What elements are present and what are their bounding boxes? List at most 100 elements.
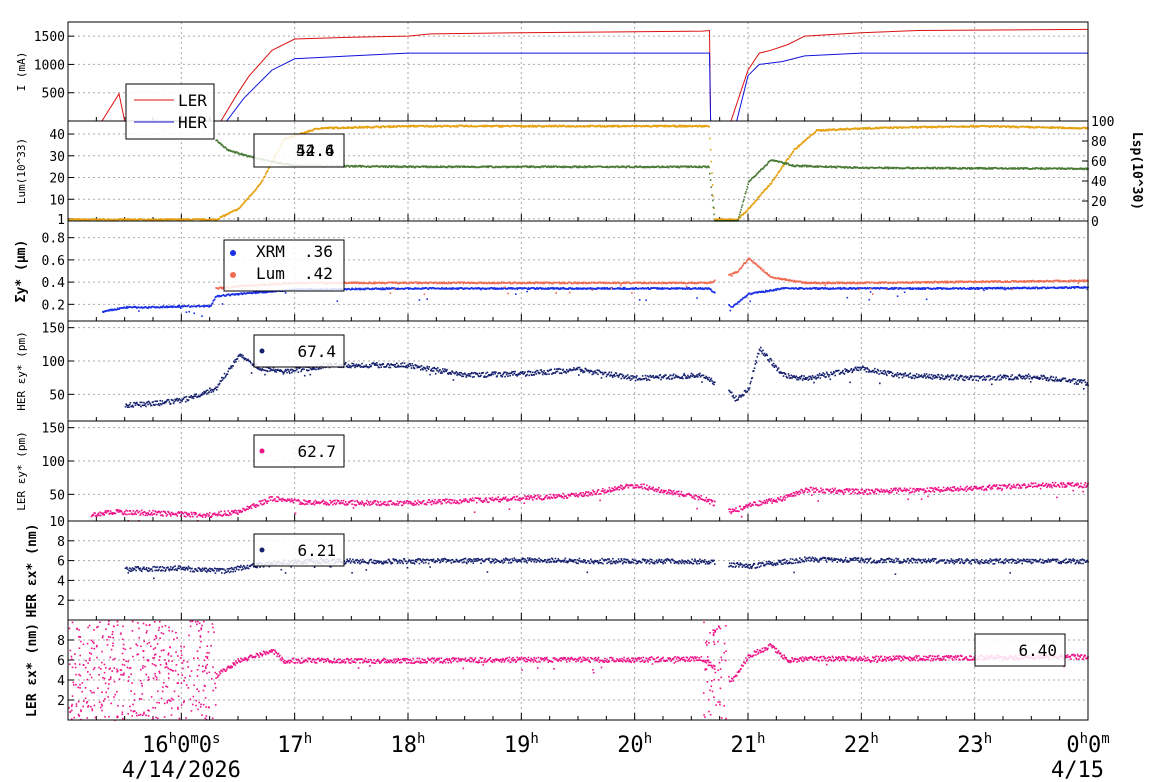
data-point (893, 288, 895, 290)
data-point (520, 124, 523, 127)
data-point (751, 260, 754, 262)
data-point (911, 125, 914, 128)
data-point (702, 287, 704, 289)
data-point (1057, 127, 1060, 130)
data-point (796, 147, 798, 150)
data-point (583, 125, 585, 127)
data-point (590, 287, 592, 289)
data-point (516, 165, 518, 167)
data-point (971, 288, 974, 290)
data-point (932, 168, 934, 170)
data-point (609, 288, 611, 290)
data-point (739, 211, 742, 213)
data-point (79, 218, 81, 220)
data-point (609, 282, 612, 285)
data-point (371, 288, 373, 291)
data-point (427, 166, 429, 169)
data-point (699, 288, 701, 290)
data-point (350, 281, 353, 284)
data-point (606, 287, 608, 289)
data-point (970, 124, 972, 127)
y2-tick-label: 40 (1091, 175, 1107, 190)
data-point (738, 216, 740, 218)
data-point (983, 167, 986, 169)
data-point (698, 165, 700, 167)
data-point (819, 130, 822, 132)
data-point (602, 281, 604, 283)
data-point (1021, 287, 1023, 290)
data-point (612, 281, 614, 284)
data-point (740, 266, 743, 269)
data-point (745, 296, 747, 298)
data-point (970, 287, 972, 289)
data-point (747, 183, 749, 186)
data-point (241, 203, 244, 206)
data-point (364, 288, 366, 291)
data-point (697, 126, 699, 128)
data-point (744, 192, 747, 195)
data-point (865, 127, 868, 130)
data-point (760, 168, 763, 171)
data-point (347, 165, 350, 167)
data-point (710, 160, 713, 163)
data-point (1061, 126, 1064, 129)
data-point (1078, 168, 1081, 170)
data-point (126, 305, 128, 308)
data-point (687, 125, 690, 128)
data-point (229, 294, 232, 297)
data-point (1085, 168, 1088, 171)
data-point (141, 306, 143, 308)
data-point (1003, 286, 1006, 289)
data-point (757, 172, 759, 174)
data-point (410, 165, 412, 167)
data-point (98, 219, 101, 221)
data-point (575, 287, 578, 289)
data-point (365, 125, 368, 128)
data-point (1049, 127, 1051, 129)
data-point (638, 287, 640, 290)
data-point (738, 269, 740, 272)
data-point (519, 124, 521, 127)
data-point (577, 165, 579, 168)
data-point (991, 168, 994, 170)
data-point (176, 306, 178, 308)
data-point (762, 166, 765, 169)
data-point (986, 287, 988, 289)
data-point (1012, 286, 1015, 289)
data-point (126, 219, 128, 221)
data-point (333, 127, 336, 130)
data-point (550, 165, 552, 168)
data-point (1000, 125, 1002, 127)
data-point (563, 281, 566, 284)
data-point (546, 288, 549, 290)
data-point (422, 281, 425, 284)
y2-tick-label: 60 (1091, 155, 1107, 170)
data-point (791, 152, 793, 155)
y-tick-label: 1500 (34, 30, 65, 45)
y-axis-label: Σy* (μm) (14, 240, 29, 303)
data-point (917, 287, 919, 289)
data-point (1051, 127, 1054, 129)
data-point (352, 165, 355, 168)
data-point (668, 166, 670, 169)
data-point (824, 166, 827, 168)
data-point (515, 281, 517, 284)
data-point (500, 287, 503, 289)
data-point (566, 126, 568, 128)
data-point (1085, 286, 1088, 289)
data-point (774, 288, 777, 290)
data-point (1009, 288, 1011, 290)
data-point (75, 219, 78, 221)
data-point (592, 124, 595, 127)
data-point (501, 124, 504, 127)
data-point (1031, 286, 1033, 289)
data-point (102, 311, 105, 313)
data-point (250, 193, 253, 196)
data-point (1030, 287, 1033, 290)
data-point (509, 281, 511, 284)
data-point (867, 166, 869, 169)
data-point (800, 143, 802, 146)
data-point (351, 164, 353, 167)
data-point (1066, 286, 1068, 288)
data-point (825, 165, 827, 167)
